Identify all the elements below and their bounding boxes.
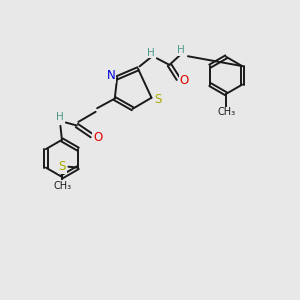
Text: CH₃: CH₃ xyxy=(217,107,235,117)
Text: CH₃: CH₃ xyxy=(53,181,71,190)
Text: O: O xyxy=(180,74,189,87)
Text: H: H xyxy=(178,45,185,55)
Text: O: O xyxy=(93,131,102,144)
Text: H: H xyxy=(147,48,155,58)
Text: S: S xyxy=(59,160,66,172)
Text: S: S xyxy=(154,93,161,106)
Text: N: N xyxy=(107,69,116,82)
Text: H: H xyxy=(56,112,64,122)
